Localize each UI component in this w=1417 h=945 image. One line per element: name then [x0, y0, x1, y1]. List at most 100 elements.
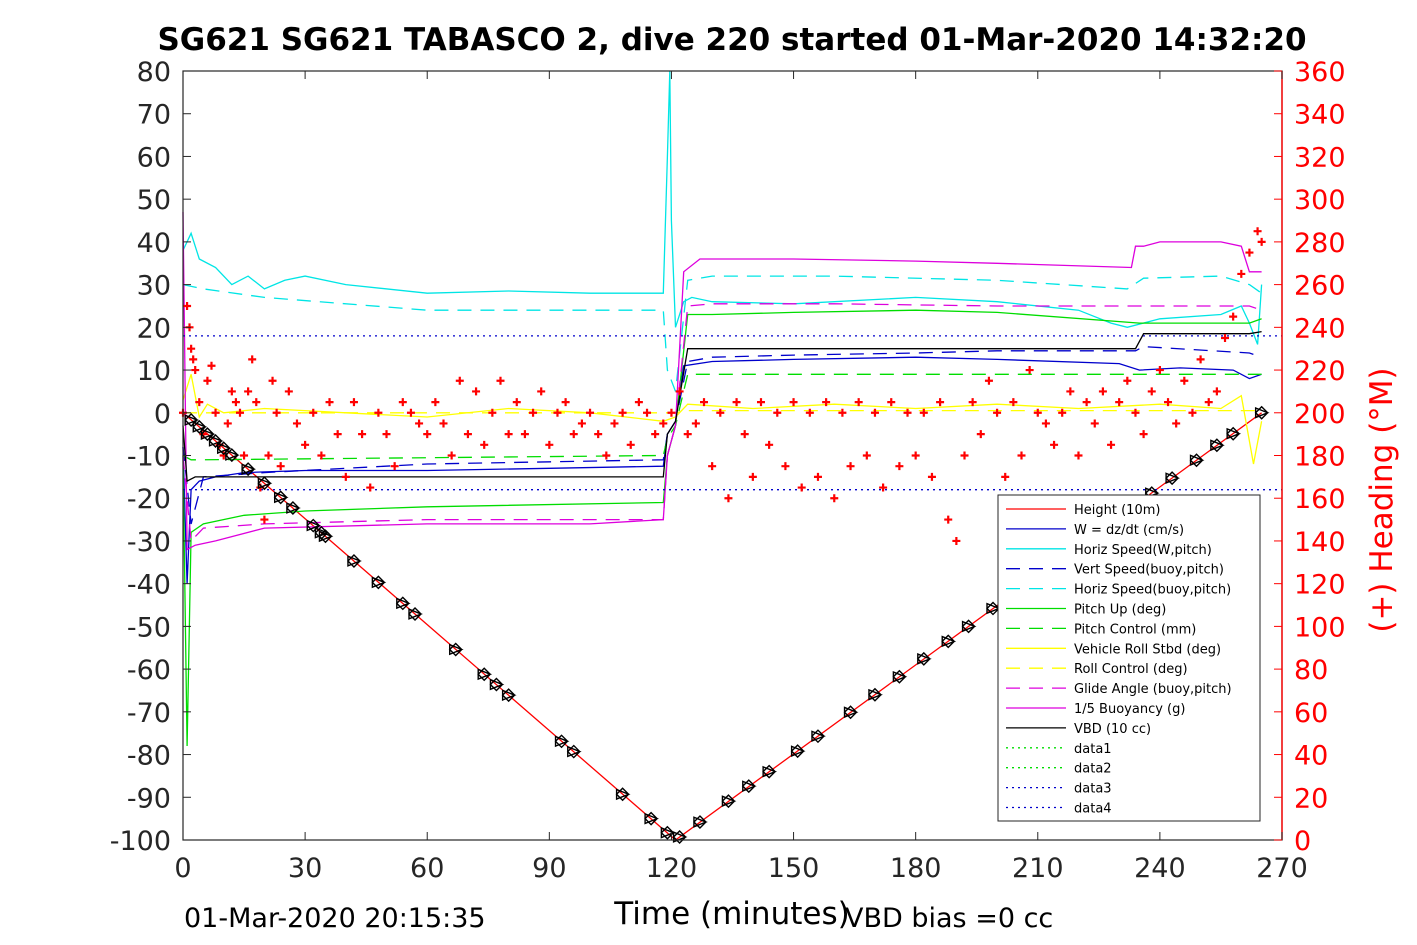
heading-point [862, 451, 871, 460]
legend-label: Height (10m) [1074, 503, 1160, 518]
heading-point [634, 398, 643, 407]
height-marker [395, 596, 411, 611]
height-marker [216, 441, 232, 456]
heading-point [838, 408, 847, 417]
heading-point [960, 451, 969, 460]
y2-tick-label: 340 [1294, 100, 1346, 131]
heading-point [545, 440, 554, 449]
height-marker [448, 642, 464, 657]
heading-point [911, 451, 920, 460]
heading-point [268, 376, 277, 385]
heading-point [1050, 440, 1059, 449]
series-line-2 [182, 70, 1263, 345]
height-marker [501, 688, 517, 703]
heading-point [1188, 408, 1197, 417]
series-line-11 [182, 330, 1262, 483]
heading-point [1082, 398, 1091, 407]
footer-vbd-bias: VBD bias =0 cc [845, 903, 1053, 934]
y2-tick-label: 160 [1294, 484, 1346, 515]
heading-point [1155, 366, 1164, 375]
y-tick-label: -90 [127, 783, 171, 814]
heading-point [1074, 451, 1083, 460]
heading-point [1172, 419, 1181, 428]
legend-label: W = dz/dt (cm/s) [1074, 523, 1184, 538]
heading-point [520, 430, 529, 439]
heading-point [333, 430, 342, 439]
heading-point [732, 398, 741, 407]
heading-point [822, 398, 831, 407]
heading-point [1123, 376, 1132, 385]
legend-label: Pitch Control (mm) [1074, 622, 1196, 637]
heading-point [830, 494, 839, 503]
heading-point [879, 483, 888, 492]
height-marker [224, 448, 240, 463]
y-tick-label: -100 [110, 826, 171, 857]
height-marker [762, 764, 778, 779]
heading-point [1017, 451, 1026, 460]
heading-point [455, 376, 464, 385]
y-tick-label: -30 [127, 527, 171, 558]
y2-tick-label: 180 [1294, 442, 1346, 473]
heading-point [244, 387, 253, 396]
heading-point [1066, 387, 1075, 396]
height-marker [660, 825, 676, 840]
heading-point [756, 398, 765, 407]
y-tick-label: 80 [137, 57, 171, 88]
legend-label: VBD (10 cc) [1074, 722, 1151, 737]
heading-point [984, 376, 993, 385]
height-marker [371, 575, 387, 590]
heading-point [1180, 376, 1189, 385]
height-marker [721, 794, 737, 809]
y-tick-label: -40 [127, 570, 171, 601]
heading-point [618, 408, 627, 417]
height-marker [941, 634, 957, 649]
heading-point [577, 419, 586, 428]
height-marker [318, 529, 334, 544]
y2-tick-label: 220 [1294, 356, 1346, 387]
height-marker [1189, 453, 1205, 468]
series-line-8 [183, 409, 1262, 414]
y-tick-label: 60 [137, 142, 171, 173]
heading-point [390, 462, 399, 471]
y2-tick-label: 80 [1294, 655, 1328, 686]
heading-point [740, 430, 749, 439]
height-marker [892, 669, 908, 684]
heading-point [431, 398, 440, 407]
heading-point [211, 408, 220, 417]
heading-point [447, 451, 456, 460]
heading-point [529, 408, 538, 417]
height-marker [489, 677, 505, 692]
heading-point [691, 419, 700, 428]
y2-tick-label: 240 [1294, 313, 1346, 344]
heading-point [683, 430, 692, 439]
heading-point [1253, 227, 1262, 236]
heading-point [272, 408, 281, 417]
heading-point [1229, 312, 1238, 321]
y2-tick-label: 40 [1294, 741, 1328, 772]
footer-timestamp: 01-Mar-2020 20:15:35 [184, 903, 486, 934]
heading-point [223, 419, 232, 428]
y-tick-label: -80 [127, 741, 171, 772]
heading-point [252, 398, 261, 407]
heading-point [716, 408, 725, 417]
heading-point [301, 440, 310, 449]
series-line-3 [182, 345, 1262, 525]
height-marker [1254, 405, 1270, 420]
x-tick-label: 90 [532, 853, 566, 884]
y-tick-label: 0 [154, 399, 171, 430]
heading-point [936, 398, 945, 407]
heading-point [480, 440, 489, 449]
heading-point [1107, 440, 1116, 449]
heading-point [406, 408, 415, 417]
x-tick-label: 0 [174, 853, 191, 884]
heading-point [895, 462, 904, 471]
heading-point [1212, 387, 1221, 396]
y2-tick-label: 120 [1294, 570, 1346, 601]
heading-point [708, 462, 717, 471]
heading-point [309, 408, 318, 417]
legend-label: Horiz Speed(W,pitch) [1074, 543, 1212, 558]
y-axis-right: 3603403203002802602402202001801601401201… [1274, 57, 1346, 857]
heading-point [569, 430, 578, 439]
x-tick-label: 270 [1256, 853, 1308, 884]
heading-point [325, 398, 334, 407]
